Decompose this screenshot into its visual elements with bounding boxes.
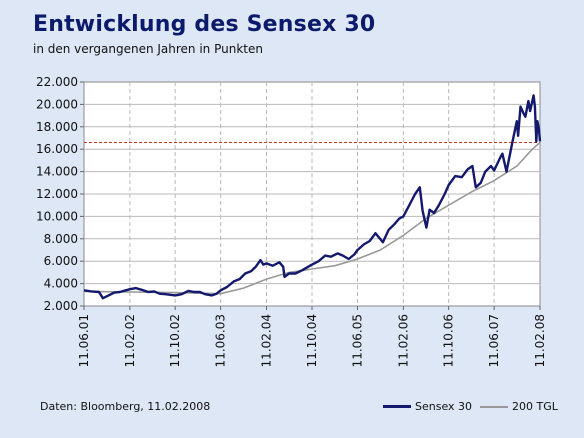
- x-tick-label: 11.06.07: [487, 314, 501, 367]
- x-tick-label: 11.02.06: [396, 314, 410, 367]
- y-tick-label: 14.000: [36, 165, 78, 179]
- y-tick-label: 16.000: [36, 142, 78, 156]
- vertical-gridlines: [129, 82, 495, 306]
- x-tick-label: 11.06.03: [214, 314, 228, 367]
- legend-label-sensex: Sensex 30: [415, 400, 473, 413]
- y-tick-label: 6.000: [44, 254, 78, 268]
- x-tick-label: 11.10.06: [442, 314, 456, 367]
- chart-title: Entwicklung des Sensex 30: [33, 12, 376, 37]
- y-tick-label: 22.000: [36, 75, 78, 89]
- x-axis-tick-labels: 11.06.01 11.02.02 11.10.02 11.06.03 11.02.04…: [77, 306, 547, 367]
- x-tick-label: 11.10.02: [168, 314, 182, 367]
- legend-swatch-tgl: [480, 405, 509, 408]
- y-tick-label: 2.000: [44, 299, 78, 313]
- data-source: Daten: Bloomberg, 11.02.2008: [40, 400, 211, 413]
- y-tick-label: 8.000: [44, 232, 78, 246]
- legend-swatch-sensex: [383, 405, 411, 408]
- legend-label-tgl: 200 TGL: [512, 400, 558, 413]
- x-tick-label: 11.06.01: [77, 314, 91, 367]
- y-axis-tick-labels: 2.000 4.000 6.000 8.000 10.000 12.000 14.000 16…: [36, 75, 84, 313]
- x-tick-label: 11.06.05: [350, 314, 364, 367]
- y-tick-label: 4.000: [44, 277, 78, 291]
- y-tick-label: 18.000: [36, 120, 78, 134]
- y-tick-label: 12.000: [36, 187, 78, 201]
- series-line-tgl: [83, 141, 541, 295]
- x-tick-label: 11.02.08: [533, 314, 547, 367]
- legend-item-tgl: 200 TGL: [480, 400, 558, 413]
- x-tick-label: 11.02.02: [123, 314, 137, 367]
- series-lines: [83, 94, 542, 300]
- series-line-sensex: [83, 94, 542, 300]
- y-tick-label: 20.000: [36, 97, 78, 111]
- legend-item-sensex: Sensex 30: [383, 400, 472, 413]
- y-tick-label: 10.000: [36, 209, 78, 223]
- legend: Sensex 30 200 TGL: [383, 400, 566, 413]
- chart-subtitle: in den vergangenen Jahren in Punkten: [33, 42, 263, 56]
- x-tick-label: 11.02.04: [260, 314, 274, 367]
- x-tick-label: 11.10.04: [305, 314, 319, 367]
